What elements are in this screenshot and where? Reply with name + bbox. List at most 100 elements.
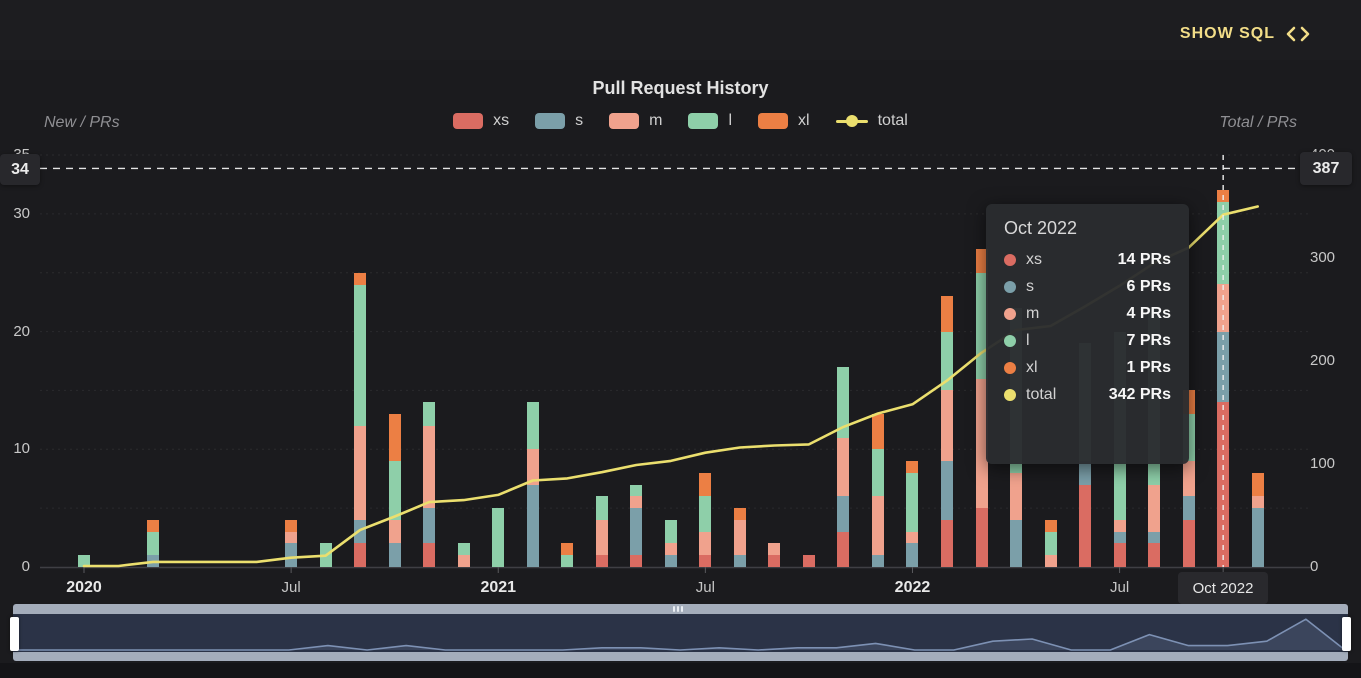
bar-segment-xs — [1217, 402, 1230, 567]
bar-feb-2022[interactable] — [941, 296, 953, 567]
bar-nov-2020[interactable] — [423, 402, 436, 567]
bar-jul-2021[interactable] — [699, 472, 712, 567]
bar-segment-m — [768, 543, 781, 556]
tooltip-series-dot — [1004, 389, 1016, 401]
bar-segment-m — [1251, 496, 1264, 509]
tooltip-series-value: 4 PRs — [1126, 305, 1171, 322]
legend-item-xs[interactable]: xs — [453, 112, 509, 130]
bar-may-2022[interactable] — [1044, 519, 1057, 567]
tooltip-series-value: 1 PRs — [1126, 359, 1171, 376]
bar-segment-xl — [354, 272, 367, 285]
bar-segment-l — [664, 519, 677, 544]
tooltip-series-value: 342 PRs — [1108, 386, 1171, 403]
bar-segment-xs — [1113, 543, 1126, 567]
bar-sep-2020[interactable] — [354, 272, 367, 567]
legend-line-swatch — [835, 113, 868, 129]
bar-segment-xs — [699, 555, 712, 567]
show-sql-button[interactable]: SHOW SQL — [1180, 25, 1311, 43]
tooltip-series-label: xs — [1026, 251, 1042, 268]
bottom-strip — [0, 663, 1361, 678]
bar-segment-xs — [354, 543, 367, 567]
x-axis-label-jul: Jul — [1110, 579, 1130, 596]
bar-oct-2021[interactable] — [802, 555, 815, 567]
bar-segment-xs — [1079, 484, 1092, 567]
bar-oct-2020[interactable] — [388, 414, 401, 567]
bar-segment-m — [941, 390, 953, 462]
bar-mar-2021[interactable] — [561, 543, 574, 567]
right-axis-tick-300: 300 — [1310, 249, 1336, 266]
bar-segment-s — [733, 555, 746, 567]
bar-segment-m — [630, 496, 643, 509]
bar-segment-s — [1079, 461, 1092, 485]
bar-segment-l — [423, 402, 436, 426]
right-axis-tick-0: 0 — [1310, 558, 1319, 575]
bar-segment-s — [1182, 496, 1195, 520]
bar-segment-m — [1010, 472, 1023, 520]
bar-segment-l — [78, 555, 90, 567]
left-axis-tick-0: 0 — [21, 558, 30, 575]
bar-sep-2021[interactable] — [768, 543, 781, 567]
legend-swatch — [688, 113, 719, 129]
bar-segment-s — [664, 555, 677, 567]
bar-segment-xs — [1182, 519, 1195, 567]
bar-jul-2020[interactable] — [285, 519, 298, 567]
bar-nov-2021[interactable] — [837, 366, 850, 567]
legend-item-m[interactable]: m — [609, 112, 662, 130]
bar-segment-s — [1010, 519, 1023, 567]
bar-segment-s — [906, 543, 919, 567]
bar-segment-m — [975, 378, 988, 509]
bar-segment-l — [354, 284, 367, 426]
left-axis-tick-20: 20 — [13, 322, 30, 340]
bar-segment-l — [837, 366, 850, 438]
legend-item-total[interactable]: total — [835, 112, 908, 130]
bar-segment-m — [664, 543, 677, 556]
axis-pointer-right-badge: 387 — [1300, 152, 1352, 185]
bar-segment-l — [906, 472, 919, 532]
bar-segment-xl — [147, 519, 160, 532]
tooltip-row-xs: xs 14 PRs — [1004, 251, 1171, 269]
bar-segment-l — [595, 496, 608, 520]
tooltip-row-m: m 4 PRs — [1004, 305, 1171, 323]
legend-item-s[interactable]: s — [535, 112, 583, 130]
bar-dec-2021[interactable] — [871, 413, 884, 567]
legend-label: total — [877, 112, 908, 129]
bar-segment-s — [354, 519, 367, 544]
tooltip-series-value: 6 PRs — [1126, 278, 1171, 295]
bar-segment-m — [388, 519, 401, 544]
legend-item-l[interactable]: l — [688, 112, 732, 130]
bar-segment-l — [388, 461, 401, 520]
legend-label: m — [649, 112, 663, 129]
bar-apr-2021[interactable] — [595, 496, 608, 567]
bar-segment-l — [147, 531, 160, 556]
tooltip-series-dot — [1004, 281, 1016, 293]
bar-jan-2020[interactable] — [78, 555, 90, 567]
bar-jan-2021[interactable] — [492, 508, 505, 567]
bar-segment-s — [630, 508, 643, 556]
x-axis-label-2021: 2021 — [480, 579, 517, 596]
x-axis-label-2020: 2020 — [66, 579, 102, 596]
legend-swatch — [609, 113, 640, 129]
bar-nov-2022[interactable] — [1251, 472, 1264, 567]
tooltip-row-s: s 6 PRs — [1004, 278, 1171, 296]
bar-segment-xl — [733, 508, 746, 520]
bar-jan-2022[interactable] — [906, 461, 919, 567]
left-axis-name: New / PRs — [44, 114, 120, 131]
bar-aug-2021[interactable] — [733, 508, 746, 567]
tooltip-series-value: 14 PRs — [1117, 251, 1171, 268]
bar-may-2021[interactable] — [630, 484, 643, 567]
bar-segment-xl — [561, 543, 574, 556]
tooltip-row-total: total 342 PRs — [1004, 386, 1171, 404]
bar-segment-l — [1217, 202, 1230, 285]
tooltip-series-dot — [1004, 308, 1016, 320]
bar-dec-2020[interactable] — [457, 543, 470, 567]
left-axis-tick-30: 30 — [13, 204, 30, 222]
bar-jun-2021[interactable] — [664, 519, 677, 567]
bar-segment-m — [1182, 461, 1195, 497]
bar-segment-xs — [975, 508, 988, 567]
bar-segment-l — [941, 331, 953, 391]
legend-item-xl[interactable]: xl — [758, 112, 810, 130]
legend-label: xs — [493, 112, 510, 129]
tooltip-series-label: xl — [1026, 359, 1038, 376]
bar-feb-2021[interactable] — [526, 402, 539, 567]
tooltip-series-dot — [1004, 254, 1016, 266]
